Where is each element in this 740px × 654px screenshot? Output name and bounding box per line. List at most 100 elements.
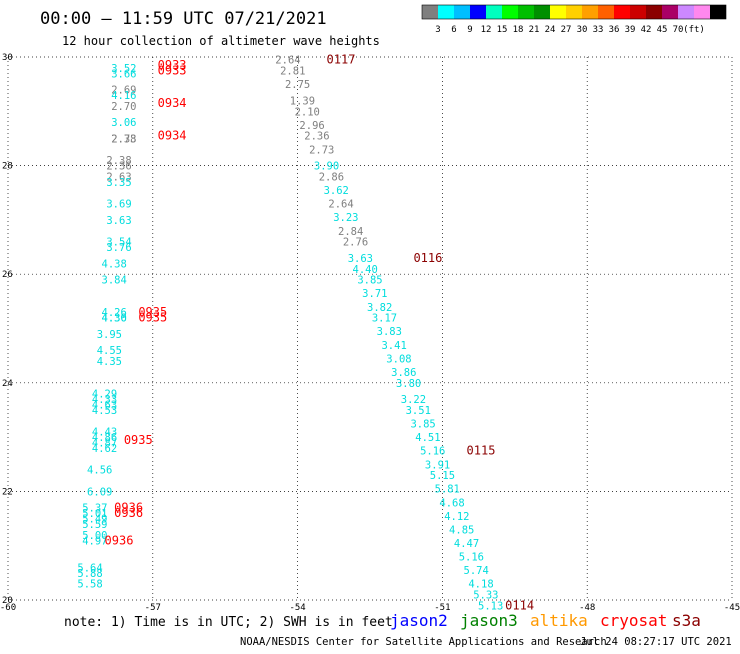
swh-value-label: 4.35 [97, 356, 122, 368]
colorbar-tick-label: 45 [657, 25, 668, 35]
swh-value-label: 2.33 [111, 133, 136, 145]
swh-value-label: 4.38 [102, 258, 127, 270]
swh-value-label: 3.41 [381, 340, 406, 352]
swh-value-label: 4.33 [92, 394, 117, 406]
swh-value-label: 3.54 [106, 237, 131, 249]
legend-entry-jason3: jason3 [460, 611, 518, 630]
swh-value-label: 3.51 [406, 405, 431, 417]
swh-value-label: 2.81 [280, 66, 305, 78]
x-tick-label: -48 [579, 603, 595, 613]
colorbar-swatch [550, 5, 566, 19]
color-scale-bar: 3 6 9 12 15 18 21 24 27 30 33 36 39 42 45 70 (ft) [421, 4, 727, 35]
colorbar-tick-label: (ft) [683, 25, 705, 35]
colorbar-tick-label: 36 [609, 25, 620, 35]
legend-entry-cryosat: cryosat [600, 611, 667, 630]
colorbar-swatch [646, 5, 662, 19]
swh-value-label: 5.59 [82, 519, 107, 531]
colorbar-swatch [662, 5, 678, 19]
swh-value-label: 4.12 [444, 511, 469, 523]
swh-value-label: 3.63 [348, 253, 373, 265]
swh-value-label: 4.86 [92, 432, 117, 444]
swh-value-label: 4.18 [468, 579, 493, 591]
colorbar-tick-label: 33 [593, 25, 604, 35]
colorbar-swatch [582, 5, 598, 19]
swh-value-label: 5.00 [82, 530, 107, 542]
colorbar-tick-label: 21 [529, 25, 540, 35]
swh-value-label: 5.49 [82, 514, 107, 526]
pass-time-label: 0933 [158, 64, 187, 78]
swh-value-label: 4.56 [87, 465, 112, 477]
swh-value-label: 2.36 [304, 131, 329, 143]
colorbar-tick-label: 6 [451, 25, 456, 35]
swh-value-label: 2.63 [106, 171, 131, 183]
plot-marks: 3.523.662.694.162.703.062.332.782.382.36… [77, 53, 534, 613]
swh-value-label: 3.85 [410, 419, 435, 431]
x-tick-label: -51 [434, 603, 450, 613]
pass-time-label: 0936 [114, 501, 143, 515]
swh-value-label: 4.63 [92, 400, 117, 412]
swh-value-label: 4.55 [97, 345, 122, 357]
y-tick-label: 24 [2, 379, 13, 389]
footer-timestamp: Jul 24 08:27:17 UTC 2021 [580, 636, 732, 648]
swh-value-label: 3.66 [111, 68, 136, 80]
swh-value-label: 4.16 [111, 90, 136, 102]
swh-value-label: 3.95 [97, 329, 122, 341]
swh-value-label: 5.01 [82, 508, 107, 520]
swh-value-label: 3.69 [106, 199, 131, 211]
colorbar-swatch [454, 5, 470, 19]
colorbar-swatch [518, 5, 534, 19]
swh-value-label: 3.90 [314, 161, 339, 173]
x-tick-label: -57 [145, 603, 161, 613]
x-tick-label: -54 [289, 603, 305, 613]
colorbar-tick-label: 70 [673, 25, 684, 35]
colorbar-frame [421, 4, 727, 20]
swh-value-label: 5.58 [77, 579, 102, 591]
swh-value-label: 3.17 [372, 313, 397, 325]
plot-axes: -60 -57 -54 -51 -48 -45 20 22 24 26 28 30 [0, 53, 740, 613]
swh-value-label: 5.15 [430, 470, 455, 482]
swh-value-label: 2.36 [106, 161, 131, 173]
pass-time-label: 0934 [158, 129, 187, 143]
swh-value-label: 4.43 [92, 427, 117, 439]
swh-value-label: 2.76 [343, 237, 368, 249]
colorbar-tick-label: 3 [435, 25, 440, 35]
colorbar-tick-label: 42 [641, 25, 652, 35]
swh-value-label: 4.85 [449, 524, 474, 536]
pass-time-label: 0114 [505, 598, 534, 612]
pass-time-label: 0117 [327, 53, 356, 67]
swh-value-label: 5.16 [420, 446, 445, 458]
swh-value-label: 5.81 [435, 484, 460, 496]
y-tick-label: 28 [2, 162, 13, 172]
swh-value-label: 3.85 [357, 275, 382, 287]
pass-time-label: 0935 [124, 433, 153, 447]
swh-value-label: 5.88 [77, 568, 102, 580]
colorbar-swatch [678, 5, 694, 19]
swh-value-label: 3.83 [377, 326, 402, 338]
swh-value-label: 2.70 [111, 101, 136, 113]
chart-title: 00:00 – 11:59 UTC 07/21/2021 [40, 9, 327, 29]
colorbar-swatch [422, 5, 438, 19]
colorbar-tick-label: 15 [497, 25, 508, 35]
colorbar-tick-label: 30 [577, 25, 588, 35]
plot-grid [7, 56, 733, 601]
swh-value-label: 3.35 [106, 177, 131, 189]
y-tick-label: 30 [2, 53, 13, 63]
swh-value-label: 4.87 [92, 438, 117, 450]
swh-value-label: 5.33 [473, 590, 498, 602]
colorbar-swatch [534, 5, 550, 19]
pass-time-label: 0935 [138, 305, 167, 319]
swh-value-label: 6.09 [87, 486, 112, 498]
legend-entry-s3a: s3a [672, 611, 701, 630]
colorbar-tick-label: 27 [561, 25, 572, 35]
y-tick-label: 20 [2, 596, 13, 606]
pass-time-label: 0936 [114, 506, 143, 520]
footer-credit: NOAA/NESDIS Center for Satellite Applica… [240, 636, 607, 648]
swh-value-label: 3.52 [111, 63, 136, 75]
swh-value-label: 4.51 [415, 432, 440, 444]
swh-value-label: 2.96 [299, 120, 324, 132]
swh-value-label: 4.29 [92, 389, 117, 401]
swh-value-label: 5.16 [459, 552, 484, 564]
swh-value-label: 3.62 [324, 185, 349, 197]
colorbar-tick-label: 24 [545, 25, 556, 35]
pass-time-label: 0935 [138, 311, 167, 325]
